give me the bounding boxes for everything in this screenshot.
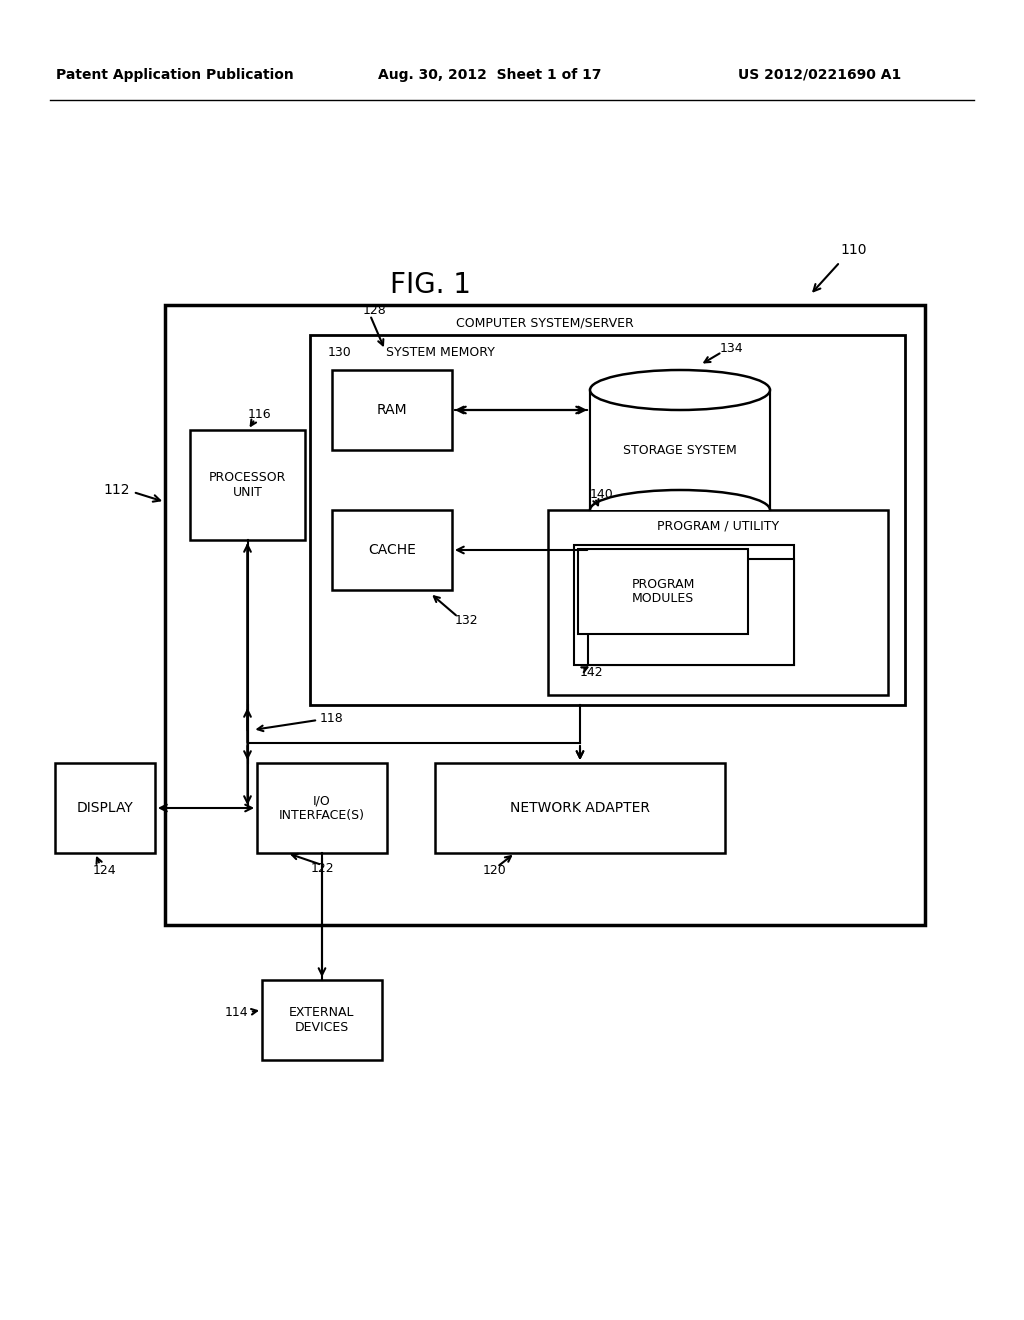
Text: PROGRAM
MODULES: PROGRAM MODULES	[632, 578, 694, 606]
Text: COMPUTER SYSTEM/SERVER: COMPUTER SYSTEM/SERVER	[456, 317, 634, 330]
Text: SYSTEM MEMORY: SYSTEM MEMORY	[386, 346, 495, 359]
Text: 120: 120	[483, 863, 507, 876]
Bar	[55, 763, 155, 853]
Bar	[310, 335, 905, 705]
Text: 132: 132	[455, 614, 478, 627]
Text: 134: 134	[720, 342, 743, 355]
Bar	[332, 370, 452, 450]
Text: 124: 124	[92, 863, 116, 876]
Text: 116: 116	[248, 408, 271, 421]
Text: 122: 122	[310, 862, 334, 874]
Bar	[548, 510, 888, 696]
Text: 114: 114	[224, 1006, 248, 1019]
Bar	[435, 763, 725, 853]
Text: 130: 130	[328, 346, 352, 359]
Text: CACHE: CACHE	[368, 543, 416, 557]
Text: Aug. 30, 2012  Sheet 1 of 17: Aug. 30, 2012 Sheet 1 of 17	[378, 69, 602, 82]
Text: 118: 118	[319, 711, 344, 725]
Bar	[574, 545, 794, 665]
Bar	[165, 305, 925, 925]
Text: EXTERNAL
DEVICES: EXTERNAL DEVICES	[289, 1006, 354, 1034]
Text: 112: 112	[103, 483, 130, 498]
Bar	[588, 558, 794, 665]
Text: DISPLAY: DISPLAY	[77, 801, 133, 814]
Bar	[590, 389, 770, 510]
Text: 110: 110	[840, 243, 866, 257]
Text: NETWORK ADAPTER: NETWORK ADAPTER	[510, 801, 650, 814]
Text: 140: 140	[590, 487, 613, 500]
Text: PROCESSOR
UNIT: PROCESSOR UNIT	[209, 471, 286, 499]
Text: 142: 142	[580, 667, 603, 680]
Text: 128: 128	[362, 304, 387, 317]
Ellipse shape	[590, 370, 770, 411]
Text: RAM: RAM	[377, 403, 408, 417]
Text: STORAGE SYSTEM: STORAGE SYSTEM	[624, 444, 737, 457]
Bar	[262, 979, 382, 1060]
Text: Patent Application Publication: Patent Application Publication	[56, 69, 294, 82]
Bar	[578, 549, 748, 634]
Text: FIG. 1: FIG. 1	[389, 271, 470, 300]
Text: I/O
INTERFACE(S): I/O INTERFACE(S)	[279, 795, 365, 822]
Bar	[257, 763, 387, 853]
Bar	[332, 510, 452, 590]
Bar	[190, 430, 305, 540]
Text: US 2012/0221690 A1: US 2012/0221690 A1	[738, 69, 901, 82]
Text: PROGRAM / UTILITY: PROGRAM / UTILITY	[657, 520, 779, 532]
